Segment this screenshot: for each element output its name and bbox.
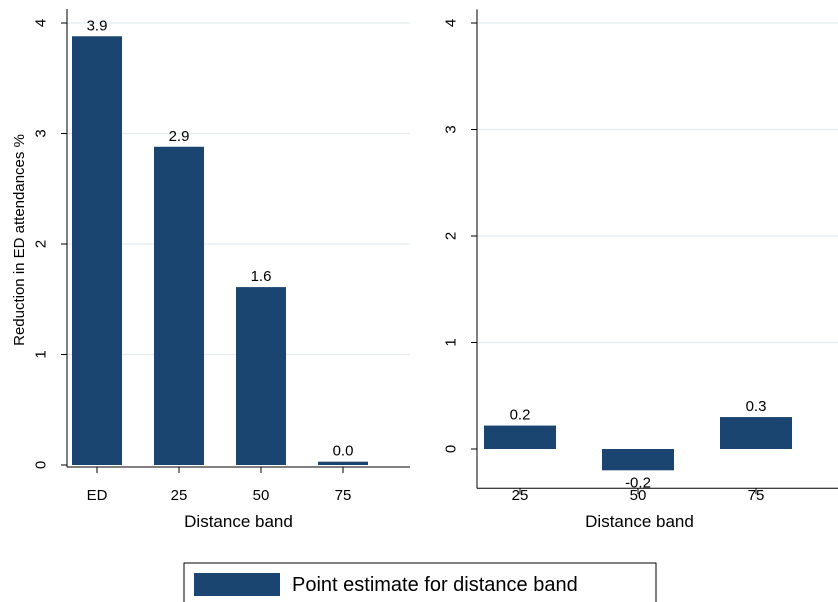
y-axis-title: Reduction in ED attendances % <box>11 134 28 346</box>
y-tick-label: 1 <box>33 350 50 358</box>
x-tick-label: 50 <box>253 487 270 504</box>
data-label: 0.3 <box>746 398 767 415</box>
y-tick-label: 4 <box>33 19 50 27</box>
y-tick-label: 0 <box>33 461 50 469</box>
y-tick-label: 2 <box>443 232 460 240</box>
bar-75 <box>720 417 792 449</box>
x-tick-label: 25 <box>512 487 529 504</box>
data-label: 2.9 <box>169 128 190 145</box>
x-tick-label: 75 <box>335 487 352 504</box>
y-tick-label: 0 <box>443 445 460 453</box>
x-axis-title: Distance band <box>184 512 293 531</box>
data-label: -0.2 <box>625 474 651 491</box>
x-tick-label: ED <box>87 487 108 504</box>
y-tick-label: 3 <box>443 125 460 133</box>
x-tick-label: 75 <box>748 487 765 504</box>
x-tick-label: 50 <box>630 487 647 504</box>
left-panel: 0 1 2 3 4 3.9 ED 2.9 25 1.6 50 0.0 75 Distance band Re… <box>11 8 410 531</box>
data-label: 3.9 <box>87 17 108 34</box>
y-tick-label: 2 <box>33 240 50 248</box>
data-label: 1.6 <box>251 268 272 285</box>
bar-75 <box>318 461 368 465</box>
bar-50 <box>602 449 674 471</box>
y-tick-label: 4 <box>443 19 460 27</box>
bar-25 <box>154 146 204 465</box>
x-tick-label: 25 <box>171 487 188 504</box>
legend-label: Point estimate for distance band <box>292 574 578 596</box>
legend-swatch <box>194 573 280 596</box>
bar-ED <box>72 36 122 465</box>
right-panel: 0 1 2 3 4 0.2 25 -0.250 0.3 75 Distance band <box>443 9 838 531</box>
data-label: 0.2 <box>510 407 531 424</box>
y-tick-label: 1 <box>443 338 460 346</box>
data-label: 0.0 <box>333 443 354 460</box>
y-tick-label: 3 <box>33 129 50 137</box>
bar-25 <box>484 425 556 449</box>
x-axis-title: Distance band <box>585 512 694 531</box>
legend: Point estimate for distance band <box>183 562 657 602</box>
bar-50 <box>236 287 286 465</box>
